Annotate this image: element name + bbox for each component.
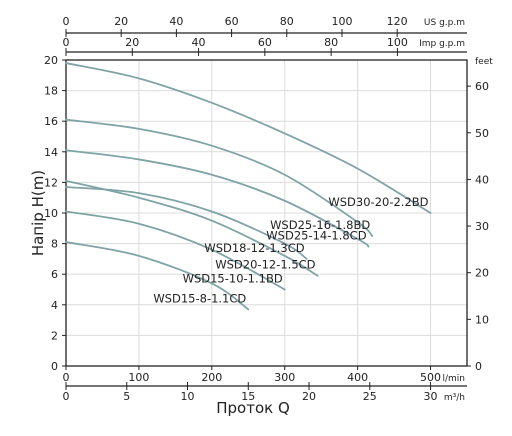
series-label: WSD25-16-1.8BD (270, 218, 370, 232)
y-left-tick-label: 14 (44, 146, 58, 159)
x-primary-tick-label: 500 (420, 371, 441, 384)
x-secondary-unit-label: m³/h (444, 393, 465, 403)
y-right-tick-label: 60 (475, 80, 489, 93)
series-line (65, 179, 319, 277)
y-left-tick-label: 18 (44, 85, 58, 98)
x-top-us-tick-label: 0 (63, 15, 70, 28)
y-right-tick-label: 40 (475, 173, 489, 186)
series-label: WSD15-10-1.1BD (183, 272, 283, 286)
x-secondary-tick-label: 25 (363, 390, 377, 403)
x-secondary-tick-label: 15 (241, 390, 255, 403)
x-top-imp-unit-label: Imp g.p.m (419, 39, 465, 49)
series-line (65, 241, 250, 311)
y-right-tick-label: 20 (475, 267, 489, 280)
series-label: WSD18-12-1.3CD (204, 241, 304, 255)
x-secondary-tick-label: 5 (123, 390, 130, 403)
y-left-tick-label: 8 (51, 238, 58, 251)
grid (66, 60, 467, 366)
x-primary-tick-label: 400 (347, 371, 368, 384)
x-top-us-tick-label: 100 (331, 15, 352, 28)
y-left-tick-label: 6 (51, 268, 58, 281)
y-right-tick-label: 50 (475, 127, 489, 140)
series-label: WSD30-20-2.2BD (328, 195, 428, 209)
y-left-tick-label: 2 (51, 329, 58, 342)
y-left-tick-label: 10 (44, 207, 58, 220)
x-top-us-tick-label: 120 (387, 15, 408, 28)
y-right-tick-label: 30 (475, 220, 489, 233)
x-top-imp-tick-label: 40 (192, 36, 206, 49)
y-right-tick-label: 10 (475, 313, 489, 326)
x-top-us-tick-label: 60 (225, 15, 239, 28)
x-top-imp-tick-label: 60 (258, 36, 272, 49)
y-right-unit-label: feet (475, 57, 493, 67)
series-label: WSD20-12-1.5CD (215, 258, 315, 272)
y-left-tick-label: 20 (44, 54, 58, 67)
x-top-us-tick-label: 40 (169, 15, 183, 28)
x-top-imp-tick-label: 0 (63, 36, 70, 49)
series-line (65, 118, 374, 237)
x-secondary-tick-label: 0 (63, 390, 70, 403)
x-top-us-tick-label: 80 (280, 15, 294, 28)
x-primary-tick-label: 0 (63, 371, 70, 384)
x-primary-unit-label: l/min (442, 374, 465, 384)
series-label: WSD15-8-1.1CD (153, 291, 246, 305)
y-left-tick-label: 0 (51, 360, 58, 373)
series-line (65, 62, 432, 214)
series-line (65, 186, 308, 260)
y-left-tick-label: 12 (44, 176, 58, 189)
x-primary-tick-label: 200 (201, 371, 222, 384)
x-secondary-tick-label: 20 (302, 390, 316, 403)
series-line (65, 210, 286, 291)
y-left-tick-label: 16 (44, 115, 58, 128)
x-primary-tick-label: 100 (128, 371, 149, 384)
series-label: WSD25-14-1.8CD (266, 229, 366, 243)
y-right-tick-label: 0 (475, 360, 482, 373)
x-top-us-tick-label: 20 (114, 15, 128, 28)
x-top-imp-tick-label: 80 (324, 36, 338, 49)
x-secondary-tick-label: 30 (424, 390, 438, 403)
x-primary-tick-label: 300 (274, 371, 295, 384)
y-axis-title: Напір H(m) (29, 170, 47, 256)
y-left-tick-label: 4 (51, 299, 58, 312)
series-labels: WSD30-20-2.2BD WSD25-16-1.8BDWSD25-14-1.8… (153, 195, 428, 305)
x-top-us-unit-label: US g.p.m (424, 18, 465, 28)
x-axis-title: Проток Q (216, 399, 290, 417)
series-line (65, 149, 370, 248)
x-top-imp-tick-label: 100 (387, 36, 408, 49)
x-top-imp-tick-label: 20 (125, 36, 139, 49)
series-lines (65, 62, 432, 311)
x-secondary-tick-label: 10 (181, 390, 195, 403)
